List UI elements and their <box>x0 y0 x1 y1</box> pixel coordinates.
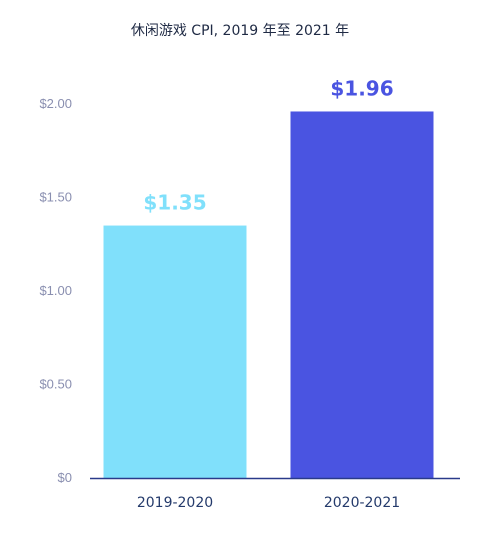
y-axis: $0 $0.50 $1.00 $1.50 $2.00 <box>39 96 72 485</box>
bar-2019-2020 <box>103 225 247 478</box>
bar-2020-2021 <box>290 111 434 478</box>
x-tick-label: 2019-2020 <box>137 495 213 511</box>
x-axis: 2019-2020 2020-2021 <box>90 477 460 511</box>
data-label: $1.35 <box>143 191 206 215</box>
y-tick-label: $1.50 <box>39 190 72 205</box>
data-label: $1.96 <box>330 76 393 100</box>
y-tick-label: $1.00 <box>39 283 72 298</box>
y-tick-label: $0.50 <box>39 377 72 392</box>
chart-title: 休闲游戏 CPI, 2019 年至 2021 年 <box>131 23 349 39</box>
y-tick-label: $0 <box>58 470 72 485</box>
x-tick-label: 2020-2021 <box>324 495 400 511</box>
bar-series: $1.35 $1.96 <box>103 76 434 478</box>
y-tick-label: $2.00 <box>39 96 72 111</box>
